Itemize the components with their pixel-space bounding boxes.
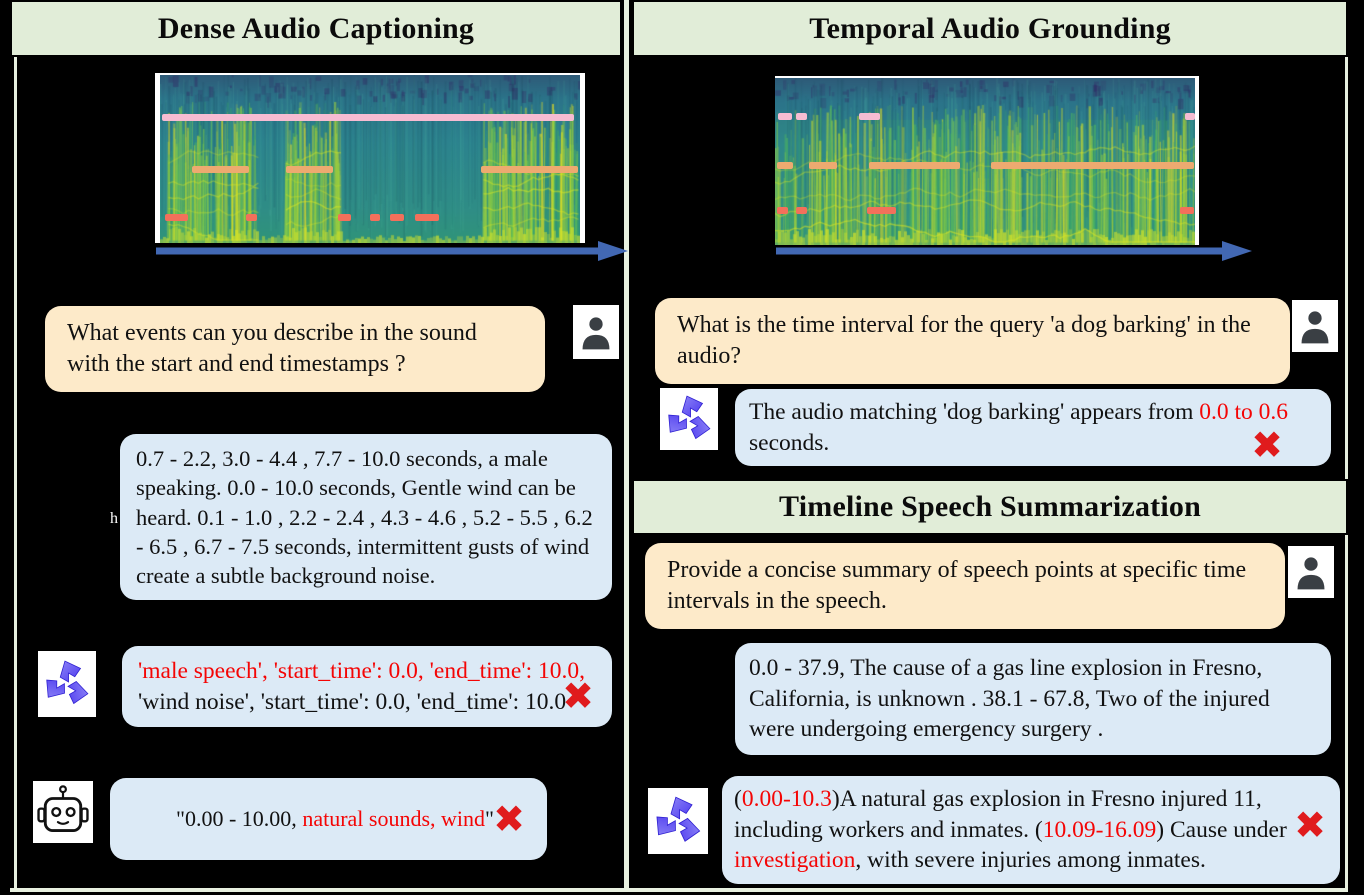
panel-dense-audio-captioning: Dense Audio Captioning What events can y…: [10, 0, 628, 888]
user-icon: [1301, 311, 1329, 344]
event-segment-orange: [991, 161, 1195, 169]
user-avatar: [1288, 546, 1334, 598]
event-segment-pink: [777, 113, 792, 121]
wrong-answer-icon: ✖: [1294, 803, 1326, 847]
event-segment-salmon: [390, 214, 405, 222]
panel-timeline-speech-summarization: Timeline Speech Summarization Provide a …: [632, 479, 1348, 888]
user-icon: [1297, 557, 1325, 590]
answer-text: 'male speech', 'start_time': 0.0, 'end_t…: [138, 658, 591, 715]
panel-title: Temporal Audio Grounding: [809, 11, 1171, 45]
wrong-answer-icon: ✖: [562, 674, 594, 719]
frame-bottom-edge: [10, 888, 1348, 892]
event-segment-pink: [796, 113, 807, 121]
qwen-logo-icon: [46, 660, 89, 705]
event-segment-salmon: [338, 214, 351, 222]
user-icon: [582, 317, 610, 350]
question-bubble: What events can you describe in the soun…: [45, 306, 545, 393]
answer-bubble-model: (0.00-10.3)A natural gas explosion in Fr…: [722, 776, 1340, 884]
qwen-logo-icon: [668, 395, 711, 440]
qwen-logo-icon: [656, 796, 701, 842]
user-avatar: [1292, 300, 1338, 352]
event-segment-pink: [162, 113, 574, 121]
panel-title: Dense Audio Captioning: [157, 11, 475, 45]
stray-character: h: [110, 510, 118, 527]
answer-text: 0.0 - 37.9, The cause of a gas line expl…: [749, 655, 1270, 743]
answer-bubble-model: 'male speech', 'start_time': 0.0, 'end_t…: [122, 646, 612, 728]
answer-text: The audio matching 'dog barking' appears…: [749, 399, 1289, 456]
event-segment-orange: [776, 161, 794, 169]
question-text: What events can you describe in the soun…: [67, 320, 477, 378]
event-segment-orange: [869, 161, 960, 169]
answer-bubble-model: The audio matching 'dog barking' appears…: [735, 389, 1331, 468]
wrong-answer-icon: ✖: [1251, 423, 1283, 468]
spectrogram-temporal: [775, 76, 1199, 245]
event-segment-pink: [1184, 113, 1195, 121]
baseline-model-avatar: [33, 781, 93, 843]
question-bubble: Provide a concise summary of speech poin…: [645, 543, 1285, 630]
answer-bubble-groundtruth: 0.0 - 37.9, The cause of a gas line expl…: [735, 643, 1331, 755]
event-segment-salmon: [414, 214, 439, 222]
event-segment-pink: [859, 113, 880, 121]
frame-column-gutter: [624, 0, 629, 891]
question-text: Provide a concise summary of speech poin…: [667, 557, 1247, 615]
answer-bubble-baseline: "0.00 - 10.00, natural sounds, wind" ✖: [110, 778, 547, 860]
user-avatar: [573, 305, 619, 359]
event-segment-orange: [286, 165, 334, 173]
spectrogram-dense: [155, 73, 585, 243]
wrong-answer-icon: ✖: [493, 797, 525, 841]
event-segment-salmon: [246, 214, 257, 222]
answer-text: (0.00-10.3)A natural gas explosion in Fr…: [734, 786, 1287, 874]
answer-text: 0.7 - 2.2, 3.0 - 4.4 , 7.7 - 10.0 second…: [136, 446, 593, 588]
assistant-avatar: [660, 388, 718, 450]
frame-right-edge: [1345, 0, 1348, 891]
event-segment-salmon: [370, 214, 381, 222]
event-segment-salmon: [777, 206, 789, 214]
answer-bubble-groundtruth: 0.7 - 2.2, 3.0 - 4.4 , 7.7 - 10.0 second…: [120, 434, 612, 601]
event-segment-orange: [191, 165, 250, 173]
question-text: What is the time interval for the query …: [677, 312, 1251, 370]
assistant-avatar: [648, 788, 708, 854]
question-bubble: What is the time interval for the query …: [655, 298, 1290, 385]
frame-left-edge: [14, 57, 17, 888]
assistant-avatar: [38, 651, 96, 717]
answer-text: "0.00 - 10.00, natural sounds, wind": [176, 805, 494, 831]
panel-title-bar: Temporal Audio Grounding: [632, 0, 1348, 57]
event-segment-salmon: [796, 206, 808, 214]
time-axis-arrow: [776, 241, 1252, 261]
panel-title-bar: Timeline Speech Summarization: [632, 479, 1348, 535]
event-segment-orange: [481, 165, 578, 173]
spectrogram-canvas: [160, 75, 580, 243]
time-axis-arrow: [156, 241, 628, 261]
event-segment-salmon: [1180, 206, 1195, 214]
event-segment-salmon: [165, 214, 188, 222]
panel-temporal-audio-grounding: Temporal Audio Grounding What is the tim…: [632, 0, 1348, 467]
panel-title-bar: Dense Audio Captioning: [10, 0, 622, 57]
event-segment-orange: [809, 161, 838, 169]
event-segment-salmon: [867, 206, 896, 214]
robot-icon: [37, 785, 89, 832]
panel-title: Timeline Speech Summarization: [779, 490, 1201, 523]
